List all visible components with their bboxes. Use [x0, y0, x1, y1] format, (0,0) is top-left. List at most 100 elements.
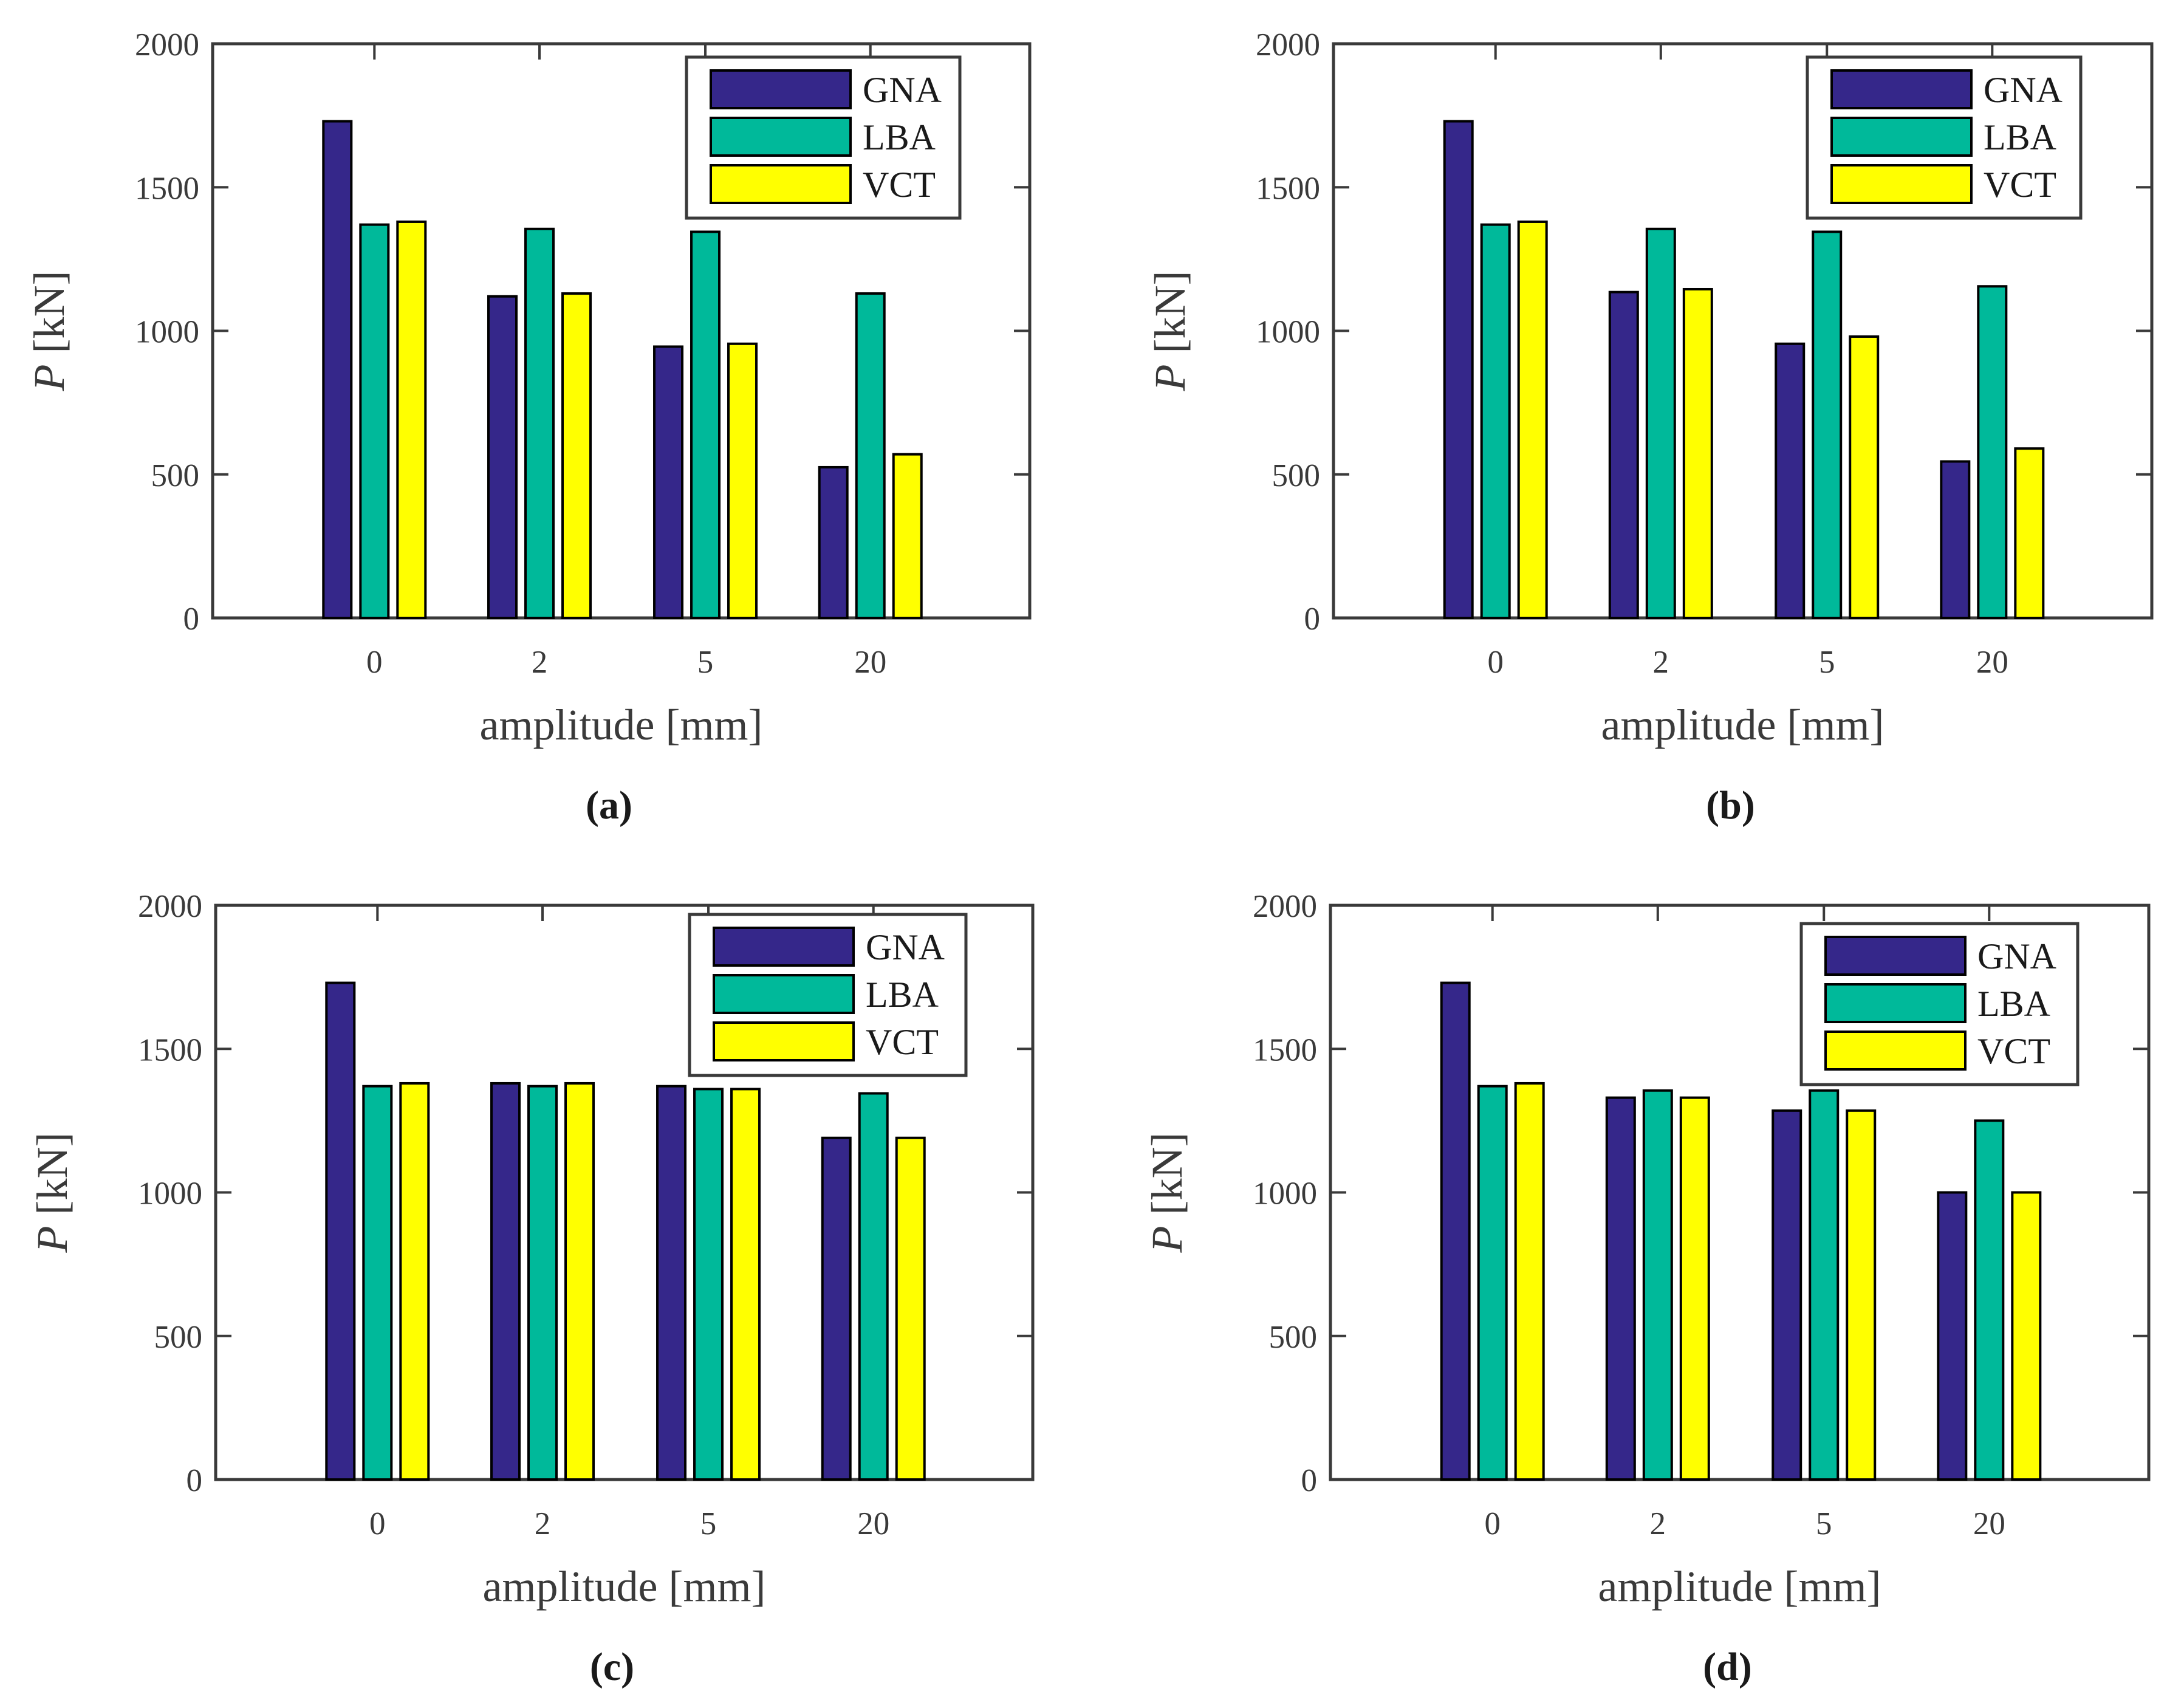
- bar-lba-20: [1974, 1119, 2005, 1481]
- legend-label-gna: GNA: [863, 70, 942, 110]
- y-tick-label: 0: [183, 602, 200, 637]
- x-tick-label: 20: [1976, 645, 2008, 680]
- legend-label-lba: LBA: [1984, 117, 2056, 157]
- y-tick-label: 2000: [1256, 27, 1320, 63]
- bar-vct-5: [1846, 1109, 1877, 1481]
- legend-swatch-vct: [713, 1021, 855, 1061]
- bar-lba-5: [693, 1088, 724, 1481]
- bar-vct-5: [727, 342, 758, 619]
- bar-lba-20: [855, 292, 886, 619]
- chart-panel-c: 0 500 1000 1500 2000 0 2 5 20 GNA LBA VCT amplitude …: [28, 889, 1035, 1689]
- x-tick-label: 5: [1816, 1506, 1832, 1541]
- bar-vct-2: [1679, 1096, 1710, 1481]
- y-axis-label: P [kN]: [1146, 271, 1194, 392]
- y-tick-label: 500: [154, 1320, 203, 1355]
- legend-label-gna: GNA: [1984, 70, 2062, 110]
- y-tick-label: 1500: [135, 171, 199, 206]
- legend-swatch-lba: [1830, 117, 1973, 157]
- bar-lba-5: [1809, 1089, 1840, 1481]
- bar-lba-2: [1642, 1089, 1673, 1481]
- bar-gna-0: [325, 981, 356, 1481]
- x-tick-label: 0: [1484, 1506, 1501, 1541]
- bar-vct-2: [564, 1082, 595, 1481]
- bar-gna-5: [1775, 342, 1806, 619]
- bar-vct-0: [1514, 1082, 1545, 1481]
- bar-gna-2: [490, 1082, 521, 1481]
- legend-swatch-gna: [1824, 936, 1967, 976]
- legend-swatch-lba: [713, 974, 855, 1014]
- y-axis-label: P [kN]: [1143, 1133, 1191, 1253]
- y-axis-label: P [kN]: [25, 271, 74, 392]
- legend-label-vct: VCT: [1977, 1031, 2050, 1071]
- y-axis-label-symbol: P: [25, 364, 74, 391]
- bar-gna-20: [1937, 1191, 1968, 1481]
- bar-vct-5: [1849, 335, 1880, 619]
- x-axis-label: amplitude [mm]: [1601, 701, 1884, 749]
- y-tick-label: 0: [1301, 1463, 1318, 1498]
- legend-swatch-vct: [1824, 1030, 1967, 1071]
- y-tick-label: 2000: [135, 27, 199, 63]
- y-axis-label-unit: [kN]: [25, 271, 74, 365]
- x-tick-label: 2: [532, 645, 548, 680]
- legend-swatch-vct: [1830, 164, 1973, 204]
- bar-vct-2: [561, 292, 592, 619]
- legend-label-lba: LBA: [863, 117, 936, 157]
- bar-gna-0: [1443, 120, 1474, 619]
- x-tick-label: 0: [366, 645, 383, 680]
- y-axis-label: P [kN]: [28, 1133, 77, 1253]
- x-tick-label: 20: [854, 645, 886, 680]
- legend: GNA LBA VCT: [1799, 922, 2080, 1086]
- bar-gna-2: [1605, 1096, 1636, 1481]
- bar-gna-5: [653, 345, 684, 619]
- x-tick-label: 0: [369, 1506, 386, 1541]
- bar-gna-2: [1608, 290, 1639, 619]
- legend-label-vct: VCT: [1984, 165, 2056, 205]
- panel-label: (d): [1703, 1645, 1752, 1689]
- y-tick-label: 1000: [135, 315, 199, 350]
- bar-gna-0: [322, 120, 353, 619]
- y-tick-label: 1500: [138, 1032, 202, 1068]
- y-tick-label: 2000: [138, 889, 202, 924]
- y-tick-label: 500: [1272, 458, 1321, 493]
- x-axis-label: amplitude [mm]: [480, 701, 763, 749]
- y-tick-label: 500: [1269, 1320, 1318, 1355]
- y-axis-label-unit: [kN]: [28, 1133, 77, 1226]
- bar-lba-0: [359, 223, 390, 619]
- legend-label-gna: GNA: [866, 927, 945, 967]
- bar-vct-20: [895, 1136, 926, 1481]
- bar-gna-5: [656, 1085, 687, 1481]
- legend-label-lba: LBA: [866, 975, 939, 1015]
- y-tick-label: 0: [1304, 602, 1321, 637]
- x-tick-label: 20: [857, 1506, 889, 1541]
- y-tick-label: 1500: [1253, 1032, 1317, 1068]
- x-axis-label: amplitude [mm]: [1598, 1562, 1881, 1611]
- legend: GNA LBA VCT: [1806, 55, 2083, 220]
- x-tick-label: 2: [1653, 645, 1669, 680]
- bar-gna-5: [1772, 1109, 1802, 1481]
- legend-label-lba: LBA: [1977, 984, 2050, 1024]
- x-tick-label: 5: [700, 1506, 717, 1541]
- chart-panel-a: 0 500 1000 1500 2000 0 2 5 20 GNA LBA VCT amplitude …: [25, 27, 1032, 828]
- y-tick-label: 1000: [1256, 315, 1320, 350]
- y-axis-label-symbol: P: [1146, 364, 1194, 391]
- legend-label-vct: VCT: [866, 1022, 939, 1062]
- legend-swatch-gna: [713, 927, 855, 967]
- bar-lba-0: [1480, 223, 1511, 619]
- legend-label-gna: GNA: [1977, 936, 2056, 976]
- panel-label: (c): [590, 1645, 634, 1689]
- bar-vct-20: [2011, 1191, 2042, 1481]
- bar-gna-0: [1440, 981, 1471, 1481]
- y-tick-label: 1500: [1256, 171, 1320, 206]
- legend-swatch-gna: [710, 69, 852, 109]
- panel-label: (b): [1706, 783, 1755, 828]
- bar-lba-0: [1477, 1085, 1508, 1481]
- y-axis-label-symbol: P: [28, 1226, 77, 1253]
- bar-gna-2: [487, 295, 518, 619]
- x-tick-label: 2: [535, 1506, 551, 1541]
- legend-swatch-gna: [1830, 69, 1973, 109]
- bar-lba-0: [362, 1085, 393, 1481]
- bar-vct-5: [730, 1088, 761, 1481]
- legend-swatch-lba: [1824, 983, 1967, 1023]
- x-tick-label: 5: [697, 645, 714, 680]
